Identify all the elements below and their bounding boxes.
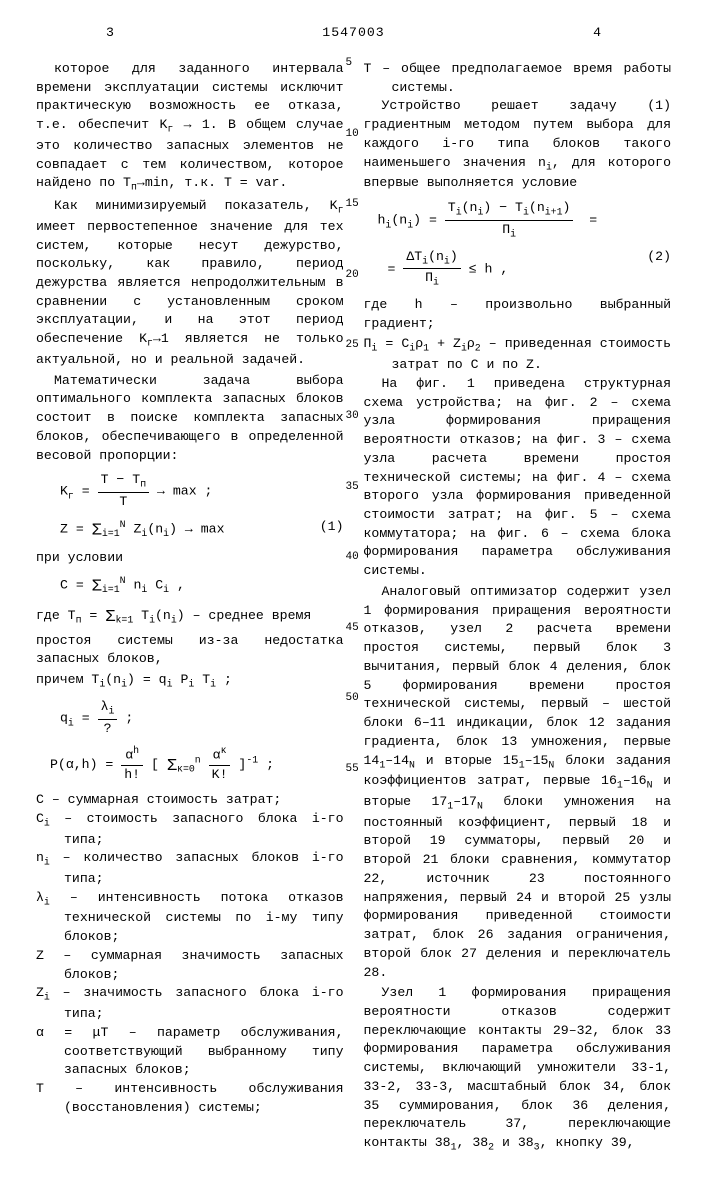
line-number: 30 — [346, 409, 359, 425]
line-number: 15 — [346, 197, 359, 213]
left-column: которое для заданного интервала времени … — [36, 60, 344, 1157]
equation-q: qi = λi? ; — [60, 698, 344, 738]
patent-number: 1547003 — [322, 24, 384, 43]
paragraph: при условии — [36, 549, 344, 568]
equation-kg: Kг = T − TпT → max ; — [60, 471, 344, 511]
definition: T – интенсивность обслуживания (восстано… — [36, 1080, 344, 1117]
page-number-right: 4 — [593, 24, 601, 43]
line-number: 55 — [346, 762, 359, 778]
line-number: 45 — [346, 621, 359, 637]
line-number: 25 — [346, 338, 359, 354]
definition: Ci – стоимость запасного блока i-го типа… — [36, 810, 344, 849]
paragraph: Как минимизируемый показатель, Kг имеет … — [36, 197, 344, 370]
equation-c: C = Σi=1N ni Ci , — [60, 574, 344, 600]
definition: Z – суммарная значимость запасных блоков… — [36, 947, 344, 984]
paragraph: Аналоговый оптимизатор содержит узел 1 ф… — [364, 583, 672, 982]
paragraph: T – общее предполагаемое время работы си… — [364, 60, 672, 97]
definition: Zi – значимость запасного блока i-го тип… — [36, 984, 344, 1023]
paragraph: простоя системы из-за недостатка запасны… — [36, 632, 344, 669]
page-number-left: 3 — [106, 24, 114, 43]
definition: λi – интенсивность потока отказов технич… — [36, 889, 344, 947]
line-number: 40 — [346, 550, 359, 566]
right-column: T – общее предполагаемое время работы си… — [364, 60, 672, 1157]
equation-number: (1) — [320, 518, 344, 537]
paragraph: где Tп = Σk=1 Ti(ni) – среднее время — [36, 606, 344, 630]
equation-z: Z = Σi=1N Zi(ni) → max (1) — [60, 518, 344, 544]
definition: ni – количество запасных блоков i-го тип… — [36, 849, 344, 888]
paragraph: Устройство решает задачу (1) градиентным… — [364, 97, 672, 193]
paragraph: На фиг. 1 приведена структурная схема ус… — [364, 375, 672, 581]
paragraph: которое для заданного интервала времени … — [36, 60, 344, 195]
line-number: 35 — [346, 480, 359, 496]
paragraph: Математически задача выбора оптимального… — [36, 372, 344, 466]
line-number: 10 — [346, 127, 359, 143]
definition: α = μT – параметр обслуживания, соответс… — [36, 1024, 344, 1080]
equation-2a: hi(ni) = Ti(ni) − Ti(ni+1)Πi = — [378, 199, 672, 241]
line-number: 50 — [346, 691, 359, 707]
page: 3 1547003 4 5 10 15 20 25 30 35 40 45 50… — [0, 0, 707, 1187]
equation-number: (2) — [647, 248, 671, 267]
line-number: 20 — [346, 268, 359, 284]
paragraph: причем Ti(ni) = qi Pi Ti ; — [36, 671, 344, 692]
equation-2b: = ΔTi(ni)Πi ≤ h , (2) — [388, 248, 672, 290]
definition: C – суммарная стоимость затрат; — [36, 791, 344, 810]
paragraph: Узел 1 формирования приращения вероятнос… — [364, 984, 672, 1155]
line-number-gutter: 5 10 15 20 25 30 35 40 45 50 55 — [346, 56, 359, 778]
paragraph: Πi = Ciρ1 + Ziρ2 – приведенная стоимость… — [364, 335, 672, 374]
equation-p: P(α,h) = αhh! [ Σκ=0n ακK! ]-1 ; — [50, 744, 344, 785]
page-header: 3 1547003 4 — [36, 24, 671, 50]
paragraph: где h – произвольно выбранный градиент; — [364, 296, 672, 333]
line-number: 5 — [346, 56, 359, 72]
